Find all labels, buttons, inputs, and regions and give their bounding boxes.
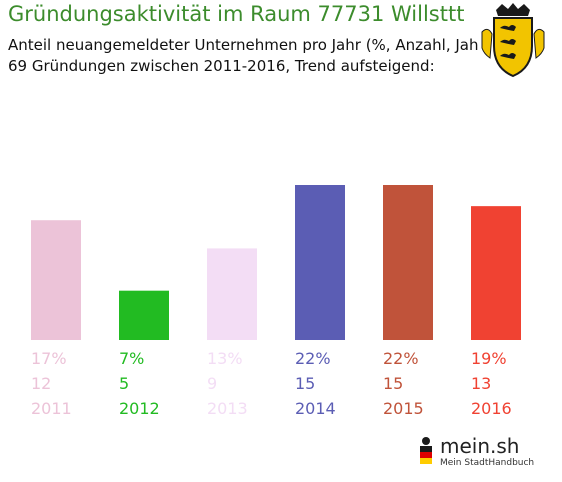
bar-2012 bbox=[119, 290, 169, 340]
count-label-2011: 12 bbox=[31, 374, 51, 393]
percent-label-2016: 19% bbox=[471, 349, 507, 368]
count-label-2015: 15 bbox=[383, 374, 403, 393]
germany-flag-figure-icon bbox=[420, 437, 432, 464]
year-label-2011: 2011 bbox=[31, 399, 72, 418]
bar-2014 bbox=[295, 185, 345, 340]
chart-title: Gründungsaktivität im Raum 77731 Willstt… bbox=[8, 2, 465, 26]
year-label-2012: 2012 bbox=[119, 399, 160, 418]
count-label-2012: 5 bbox=[119, 374, 129, 393]
year-label-2014: 2014 bbox=[295, 399, 336, 418]
count-label-2013: 9 bbox=[207, 374, 217, 393]
brand-tagline: Mein StadtHandbuch bbox=[440, 458, 535, 468]
count-label-2014: 15 bbox=[295, 374, 315, 393]
year-label-2016: 2016 bbox=[471, 399, 512, 418]
percent-label-2014: 22% bbox=[295, 349, 331, 368]
percent-label-2011: 17% bbox=[31, 349, 67, 368]
bar-2015 bbox=[383, 185, 433, 340]
bar-2013 bbox=[207, 248, 257, 340]
chart-subtitle: Anteil neuangemeldeter Unternehmen pro J… bbox=[8, 36, 491, 54]
brand-badge: mein.sh Mein StadtHandbuch bbox=[416, 434, 536, 474]
bar-2011 bbox=[31, 220, 81, 340]
percent-label-2012: 7% bbox=[119, 349, 144, 368]
year-label-2015: 2015 bbox=[383, 399, 424, 418]
count-label-2016: 13 bbox=[471, 374, 491, 393]
chart-summary: 69 Gründungen zwischen 2011-2016, Trend … bbox=[8, 57, 435, 75]
bar-2016 bbox=[471, 206, 521, 340]
year-label-2013: 2013 bbox=[207, 399, 248, 418]
percent-label-2013: 13% bbox=[207, 349, 243, 368]
coat-of-arms-icon bbox=[478, 2, 548, 80]
brand-name: mein.sh bbox=[440, 434, 520, 458]
percent-label-2015: 22% bbox=[383, 349, 419, 368]
